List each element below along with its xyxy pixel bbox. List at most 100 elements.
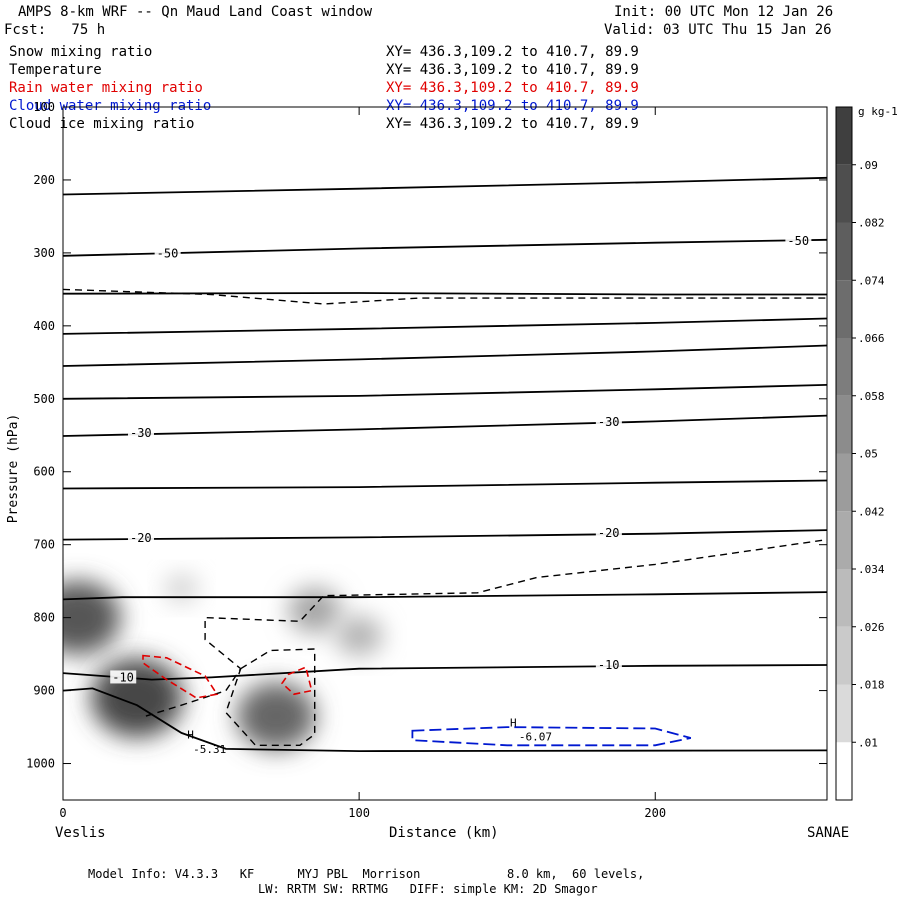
contour-label-bg (595, 658, 622, 672)
model-info-line1: Model Info: V4.3.3 KF MYJ PBL Morrison 8… (88, 867, 645, 881)
temperature-contour-label: -30 (130, 426, 152, 440)
temperature-contour (63, 317, 827, 335)
colorbar-tick-label: .05 (858, 448, 878, 461)
colorbar-swatch (836, 280, 852, 338)
chart-title: AMPS 8-km WRF -- Qn Maud Land Coast wind… (18, 4, 373, 20)
y-tick-label: 200 (33, 173, 55, 187)
field-xy-range: XY= 436.3,109.2 to 410.7, 89.9 (386, 62, 639, 78)
contour-label-bg (127, 426, 154, 440)
temperature-contour (63, 591, 827, 601)
temperature-contour-label: -10 (112, 670, 134, 684)
contour-label-bg (154, 246, 181, 260)
temperature-contour-label: -20 (130, 531, 152, 545)
colorbar-swatch (836, 107, 852, 165)
model-info-line2: LW: RRTM SW: RRTMG DIFF: simple KM: 2D S… (258, 882, 598, 896)
field-xy-range: XY= 436.3,109.2 to 410.7, 89.9 (386, 116, 639, 132)
y-tick-label: 100 (33, 100, 55, 114)
extremum-annotation: -6.07 (519, 731, 552, 744)
contour-label-bg (127, 531, 154, 545)
colorbar-swatch (836, 569, 852, 627)
colorbar-swatch (836, 338, 852, 396)
temperature-contour-label: -20 (598, 526, 620, 540)
temperature-contour (63, 479, 827, 490)
y-tick-label: 400 (33, 319, 55, 333)
colorbar-tick-label: .066 (858, 332, 885, 345)
field-xy-range: XY= 436.3,109.2 to 410.7, 89.9 (386, 98, 639, 114)
right-endpoint-label: SANAE (807, 825, 850, 841)
colorbar-swatch (836, 742, 852, 800)
valid-time: Valid: 03 UTC Thu 15 Jan 26 (604, 22, 832, 38)
temperature-contour (63, 238, 827, 257)
temperature-contour (63, 344, 827, 367)
temperature-contour-label: -10 (598, 658, 620, 672)
colorbar-tick-label: .018 (858, 679, 885, 692)
colorbar-tick-label: .026 (858, 621, 885, 634)
colorbar-tick-label: .034 (858, 563, 885, 576)
colorbar-swatch (836, 453, 852, 512)
colorbar-unit-label: g kg-1 (858, 105, 898, 118)
init-time: Init: 00 UTC Mon 12 Jan 26 (614, 4, 834, 20)
temperature-contour-label: -50 (787, 234, 809, 248)
field-name: Cloud water mixing ratio (9, 98, 212, 114)
y-tick-label: 800 (33, 611, 55, 625)
x-tick-label: 0 (59, 806, 66, 820)
y-tick-label: 900 (33, 684, 55, 698)
snow-mixing-ratio-blob (335, 615, 383, 656)
cloud-water-contour (411, 726, 692, 747)
y-axis-label: Pressure (hPa) (6, 414, 21, 524)
x-tick-label: 200 (644, 806, 666, 820)
colorbar-swatch (836, 511, 852, 569)
y-tick-label: 600 (33, 465, 55, 479)
temperature-contour (63, 176, 827, 196)
rain-water-contour (281, 666, 313, 696)
colorbar-tick-label: .01 (858, 736, 878, 749)
temperature-contour (63, 292, 827, 296)
cloud-ice-contour (225, 648, 316, 746)
temperature-contour (63, 529, 827, 541)
field-name: Snow mixing ratio (9, 44, 153, 60)
field-xy-range: XY= 436.3,109.2 to 410.7, 89.9 (386, 80, 639, 96)
x-axis-label: Distance (km) (389, 825, 499, 841)
forecast-hour: Fcst: 75 h (4, 22, 106, 38)
temperature-contour-label: -50 (157, 247, 179, 261)
cloud-ice-contour (63, 288, 827, 305)
y-tick-label: 300 (33, 246, 55, 260)
snow-mixing-ratio-blob (287, 587, 342, 634)
field-name: Rain water mixing ratio (9, 80, 203, 96)
extremum-annotation: -5.31 (193, 743, 226, 756)
y-tick-label: 1000 (26, 757, 55, 771)
temperature-contour (63, 687, 827, 753)
cloud-ice-contour (145, 538, 827, 717)
contour-label-bg (595, 526, 622, 540)
field-name: Cloud ice mixing ratio (9, 116, 195, 132)
x-tick-label: 100 (348, 806, 370, 820)
colorbar-tick-label: .058 (858, 390, 885, 403)
colorbar-tick-label: .074 (858, 274, 885, 287)
temperature-contour-label: -30 (598, 415, 620, 429)
colorbar-swatch (836, 684, 852, 743)
temperature-contour (63, 664, 827, 681)
colorbar-swatch (836, 164, 852, 223)
colorbar-swatch (836, 222, 852, 281)
rain-water-contour (142, 654, 219, 699)
y-tick-label: 700 (33, 538, 55, 552)
left-endpoint-label: Veslis (55, 825, 106, 841)
colorbar-tick-label: .09 (858, 159, 878, 172)
snow-mixing-ratio-blob (164, 574, 199, 603)
colorbar-tick-label: .042 (858, 505, 885, 518)
temperature-contour (63, 414, 827, 437)
y-tick-label: 500 (33, 392, 55, 406)
snow-mixing-ratio-blob (236, 682, 316, 751)
field-name: Temperature (9, 62, 102, 78)
plot-frame (62, 106, 828, 801)
field-xy-range: XY= 436.3,109.2 to 410.7, 89.9 (386, 44, 639, 60)
colorbar-swatch (836, 395, 852, 454)
temperature-contour (63, 384, 827, 400)
extremum-annotation: H (187, 728, 194, 741)
contour-label-bg (785, 234, 812, 248)
colorbar-swatch (836, 626, 852, 685)
contour-label-bg (595, 415, 622, 429)
colorbar-tick-label: .082 (858, 217, 885, 230)
extremum-annotation: H (510, 717, 517, 730)
